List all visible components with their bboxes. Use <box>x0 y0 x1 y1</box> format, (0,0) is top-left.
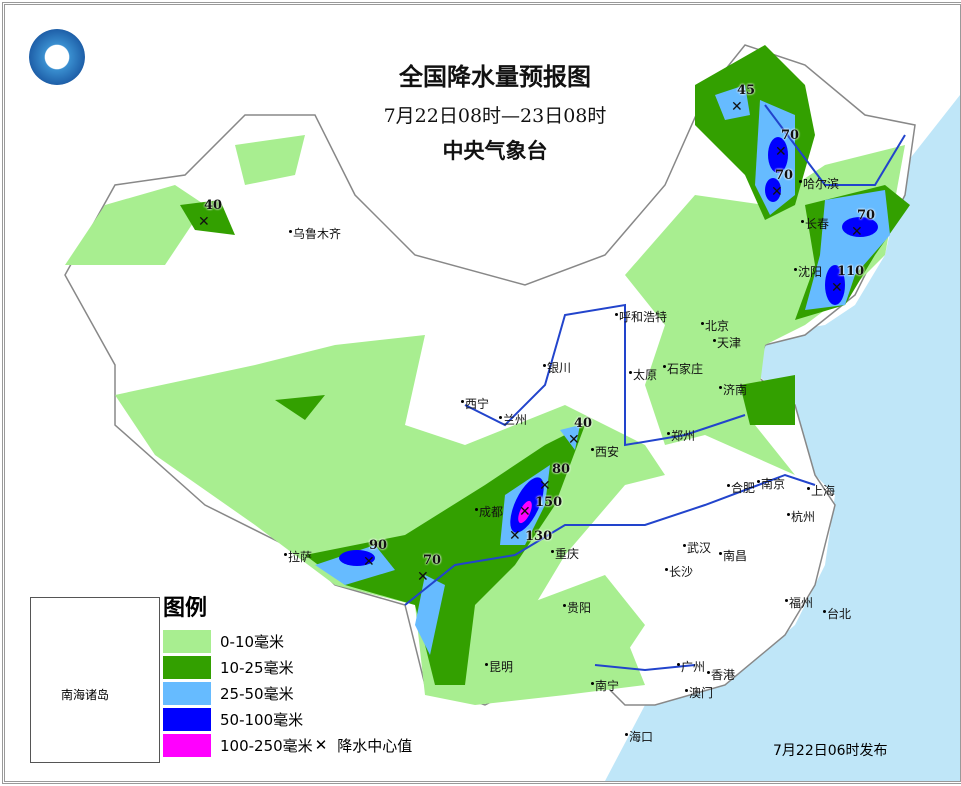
legend-swatch <box>163 707 211 731</box>
center-value: 130 <box>525 529 553 544</box>
city-label: 合肥 <box>726 481 756 495</box>
x-mark-icon: ✕ <box>771 184 783 200</box>
city-label: 广州 <box>676 660 706 674</box>
city-label: 香港 <box>706 668 736 682</box>
city-label: 澳门 <box>684 686 714 700</box>
city-label: 银川 <box>542 361 572 375</box>
issued-time: 7月22日06时发布 <box>773 743 888 759</box>
city-label: 西安 <box>590 445 620 459</box>
center-value: 110 <box>837 264 865 279</box>
city-label: 沈阳 <box>793 265 823 279</box>
legend-item: 25-50毫米 <box>163 680 412 706</box>
x-mark-icon: ✕ <box>314 736 328 754</box>
city-label: 昆明 <box>484 660 514 674</box>
legend-swatch <box>163 681 211 705</box>
forecast-period: 7月22日08时—23日08时 <box>383 105 607 127</box>
city-label: 贵阳 <box>562 601 592 615</box>
center-value: 70 <box>775 168 794 183</box>
city-label: 西宁 <box>460 397 490 411</box>
map-title: 全国降水量预报图 <box>399 63 591 91</box>
city-label: 成都 <box>474 505 504 519</box>
legend-item: 50-100毫米 <box>163 706 412 732</box>
x-mark-icon: ✕ <box>851 224 863 240</box>
x-mark-icon: ✕ <box>539 478 551 494</box>
city-label: 呼和浩特 <box>614 310 668 324</box>
center-value: 70 <box>423 553 442 568</box>
rivers <box>404 104 906 672</box>
x-mark-icon: ✕ <box>198 214 210 230</box>
rain-100-250 <box>518 500 532 524</box>
legend-label: 50-100毫米 <box>220 710 304 729</box>
city-label: 乌鲁木齐 <box>288 227 342 241</box>
city-label: 重庆 <box>550 547 580 561</box>
legend: 图例 0-10毫米 10-25毫米 25-50毫米 50-100毫米 100-2… <box>163 590 412 758</box>
city-label: 济南 <box>718 383 748 397</box>
inset-label: 南海诸岛 <box>61 688 110 702</box>
center-value: 40 <box>204 198 223 213</box>
city-label: 武汉 <box>682 541 712 555</box>
city-label: 长春 <box>800 217 830 231</box>
legend-item: 0-10毫米 <box>163 628 412 654</box>
x-mark-icon: ✕ <box>775 144 787 160</box>
x-mark-icon: ✕ <box>417 569 429 585</box>
city-label: 石家庄 <box>662 362 704 376</box>
issuer: 中央气象台 <box>442 139 548 163</box>
city-label: 南京 <box>756 477 786 491</box>
legend-swatch <box>163 629 211 653</box>
city-label: 拉萨 <box>283 550 313 564</box>
x-mark-icon: ✕ <box>568 432 580 448</box>
city-label: 长沙 <box>664 565 694 579</box>
city-label: 郑州 <box>666 429 696 443</box>
x-mark-icon: ✕ <box>731 99 743 115</box>
center-value: 45 <box>737 83 756 98</box>
center-value: 80 <box>552 462 571 477</box>
city-label: 天津 <box>712 336 742 350</box>
city-label: 上海 <box>806 484 836 498</box>
city-label: 杭州 <box>786 510 816 524</box>
city-label: 兰州 <box>498 413 528 427</box>
center-value: 70 <box>857 208 876 223</box>
center-value-label: 降水中心值 <box>337 736 413 755</box>
center-value: 70 <box>781 128 800 143</box>
x-mark-icon: ✕ <box>519 504 531 520</box>
center-value: 40 <box>574 416 593 431</box>
city-label: 台北 <box>822 607 852 621</box>
legend-label: 0-10毫米 <box>220 632 285 651</box>
map-canvas <box>64 44 960 781</box>
center-value: 90 <box>369 538 388 553</box>
legend-swatch <box>163 733 211 757</box>
legend-title: 图例 <box>163 596 208 621</box>
legend-label: 25-50毫米 <box>220 684 294 703</box>
cma-logo <box>29 29 85 85</box>
legend-swatch <box>163 655 211 679</box>
x-mark-icon: ✕ <box>509 528 521 544</box>
legend-label: 10-25毫米 <box>220 658 294 677</box>
south-china-sea-inset: 南海诸岛 <box>30 597 160 763</box>
x-mark-icon: ✕ <box>831 280 843 296</box>
legend-item: 100-250毫米 ✕ 降水中心值 <box>163 732 412 758</box>
city-label: 南昌 <box>718 549 748 563</box>
city-label: 福州 <box>784 596 814 610</box>
legend-item: 10-25毫米 <box>163 654 412 680</box>
legend-label: 100-250毫米 <box>220 736 313 755</box>
center-value: 150 <box>535 495 563 510</box>
city-label: 海口 <box>624 730 654 744</box>
city-label: 南宁 <box>590 679 620 693</box>
city-label: 哈尔滨 <box>798 177 840 191</box>
sea <box>605 95 960 781</box>
city-label: 北京 <box>700 319 730 333</box>
city-label: 太原 <box>628 368 658 382</box>
x-mark-icon: ✕ <box>363 554 375 570</box>
